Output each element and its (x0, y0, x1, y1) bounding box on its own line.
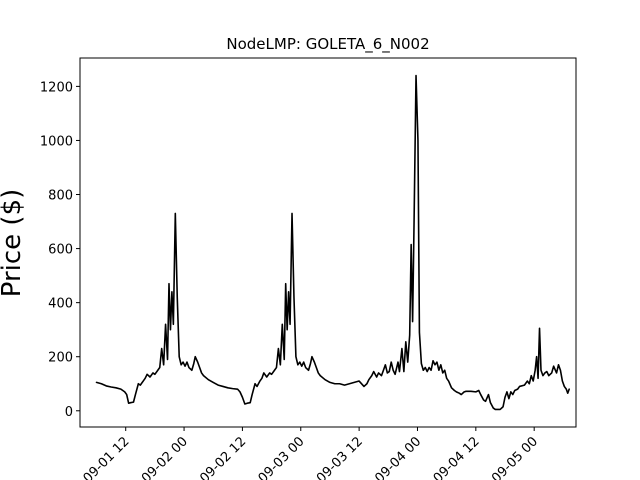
x-tick-label: 09-01 12 (81, 434, 133, 480)
x-tick-label: 09-05 00 (489, 434, 541, 480)
series-line (95, 74, 570, 411)
y-tick-label: 600 (48, 243, 73, 258)
x-tick-label: 09-04 00 (372, 434, 424, 480)
plot-frame (79, 57, 577, 428)
y-axis-label: Price ($) (0, 189, 27, 298)
chart-title: NodeLMP: GOLETA_6_N002 (226, 35, 429, 54)
y-tick-label: 1200 (40, 80, 73, 95)
y-tick-label: 200 (48, 351, 73, 366)
x-tick-label: 09-02 12 (197, 434, 249, 480)
x-tick-label: 09-02 00 (139, 434, 191, 480)
x-tick-label: 09-03 12 (314, 434, 366, 480)
y-tick-label: 1000 (40, 134, 73, 149)
x-tick-label: 09-03 00 (256, 434, 308, 480)
y-tick-label: 400 (48, 297, 73, 312)
x-tick-label: 09-04 12 (431, 434, 483, 480)
y-tick-label: 0 (65, 405, 73, 420)
y-tick-label: 800 (48, 189, 73, 204)
